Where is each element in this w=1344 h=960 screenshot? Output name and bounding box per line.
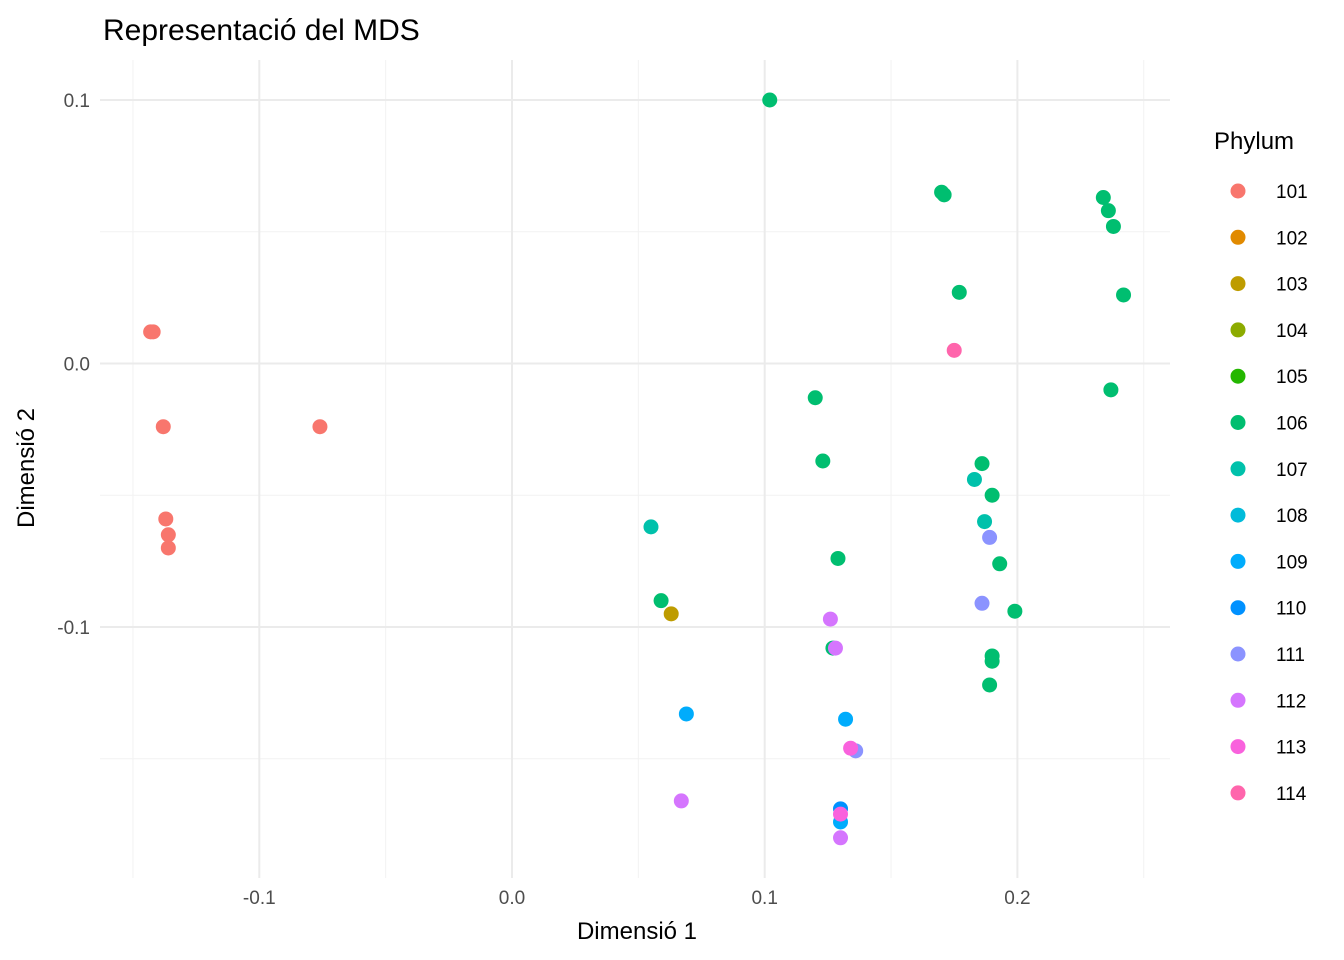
legend: Phylum 101 102 103 104 105 106 107 108 109 110 111…	[1214, 128, 1308, 805]
legend-label: 110	[1276, 599, 1306, 620]
x-tick-label: 0.2	[1004, 888, 1030, 909]
data-point	[966, 471, 982, 487]
legend-swatch	[1230, 553, 1246, 569]
data-point	[1095, 189, 1111, 205]
data-point	[653, 593, 669, 609]
legend-swatch	[1230, 415, 1246, 430]
legend-label: 102	[1276, 228, 1308, 249]
legend-label: 108	[1276, 506, 1308, 527]
data-point	[833, 830, 849, 846]
legend-label: 103	[1276, 275, 1308, 296]
legend-swatch	[1230, 183, 1246, 199]
legend-swatch	[1230, 461, 1246, 477]
data-point	[312, 419, 328, 435]
legend-swatch	[1230, 507, 1246, 523]
legend-swatch	[1230, 600, 1246, 616]
data-point	[822, 611, 838, 627]
x-axis-title: Dimensió 1	[577, 918, 697, 945]
y-axis-tick-labels: -0.1 0.0 0.1	[57, 91, 90, 639]
legend-label: 107	[1276, 460, 1308, 481]
legend-swatch	[1230, 646, 1246, 662]
data-point	[982, 529, 998, 545]
data-point	[936, 187, 952, 203]
legend-title: Phylum	[1214, 128, 1294, 155]
data-point	[815, 453, 831, 469]
data-point	[663, 606, 679, 622]
y-tick-label: 0.1	[64, 91, 90, 112]
legend-label: 106	[1276, 414, 1308, 435]
data-point	[1103, 382, 1119, 398]
data-point	[643, 519, 659, 535]
y-tick-label: 0.0	[64, 355, 90, 376]
y-axis-title: Dimensió 2	[13, 408, 40, 528]
data-point	[843, 740, 859, 756]
data-point	[1105, 218, 1121, 234]
data-point	[1116, 287, 1132, 303]
chart-title: Representació del MDS	[103, 14, 420, 47]
x-tick-label: 0.1	[751, 888, 777, 909]
data-point	[974, 595, 990, 611]
legend-label: 105	[1276, 367, 1308, 388]
legend-swatch	[1230, 276, 1246, 292]
data-point	[827, 640, 843, 656]
data-point	[984, 653, 1000, 669]
x-tick-label: -0.1	[243, 888, 276, 909]
legend-label: 109	[1276, 552, 1308, 573]
data-point	[673, 793, 689, 809]
legend-entries: 101 102 103 104 105 106 107 108 109 110 111 112 113 1…	[1230, 182, 1308, 805]
data-point	[946, 342, 962, 358]
legend-swatch	[1230, 739, 1246, 755]
data-point	[974, 456, 990, 472]
data-point	[145, 324, 161, 340]
data-point	[977, 514, 993, 530]
legend-label: 113	[1276, 738, 1306, 759]
data-point	[160, 540, 176, 556]
data-point	[838, 711, 854, 727]
legend-label: 114	[1276, 784, 1307, 805]
legend-label: 104	[1276, 321, 1308, 342]
legend-label: 111	[1276, 645, 1305, 666]
legend-label: 101	[1276, 182, 1308, 203]
legend-swatch	[1230, 229, 1246, 245]
data-point	[160, 527, 176, 543]
legend-swatch	[1230, 785, 1246, 801]
legend-swatch	[1230, 368, 1246, 384]
data-point	[678, 706, 694, 722]
x-axis-tick-labels: -0.1 0.0 0.1 0.2	[243, 888, 1031, 909]
data-point	[992, 556, 1008, 572]
data-point	[158, 511, 174, 527]
data-point	[1100, 203, 1116, 219]
legend-swatch	[1230, 692, 1246, 708]
legend-swatch	[1230, 322, 1246, 338]
data-point	[762, 92, 778, 108]
data-point	[833, 806, 849, 822]
x-tick-label: 0.0	[499, 888, 525, 909]
data-point	[951, 284, 967, 300]
data-point	[807, 390, 823, 406]
legend-label: 112	[1276, 691, 1306, 712]
data-point	[830, 550, 846, 566]
data-points	[143, 92, 1132, 846]
data-point	[155, 419, 171, 435]
grid	[100, 60, 1170, 878]
data-point	[982, 677, 998, 693]
data-point	[1007, 603, 1023, 619]
y-tick-label: -0.1	[57, 618, 90, 639]
data-point	[984, 487, 1000, 503]
